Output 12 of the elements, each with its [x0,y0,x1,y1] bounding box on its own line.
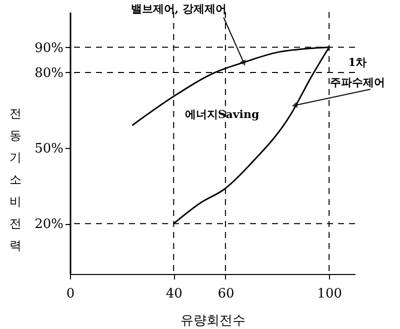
y-tick-label: 90% [34,40,64,56]
y-axis-title: 전동기소비전력 [10,106,22,252]
x-axis-title: 유량회전수 [180,314,246,328]
annotation: 1차 주파수제어 [330,56,385,90]
y-tick-label: 50% [34,142,64,157]
annotation: 밸브제어, 강제제어 [130,2,226,16]
x-tick-label: 60 [218,286,234,302]
x-tick-label: 0 [66,286,75,302]
x-tick-label: 40 [166,286,182,302]
y-tick-label: 20% [34,217,64,232]
y-tick-label: 80% [34,66,64,81]
x-tick-label: 100 [317,286,342,302]
